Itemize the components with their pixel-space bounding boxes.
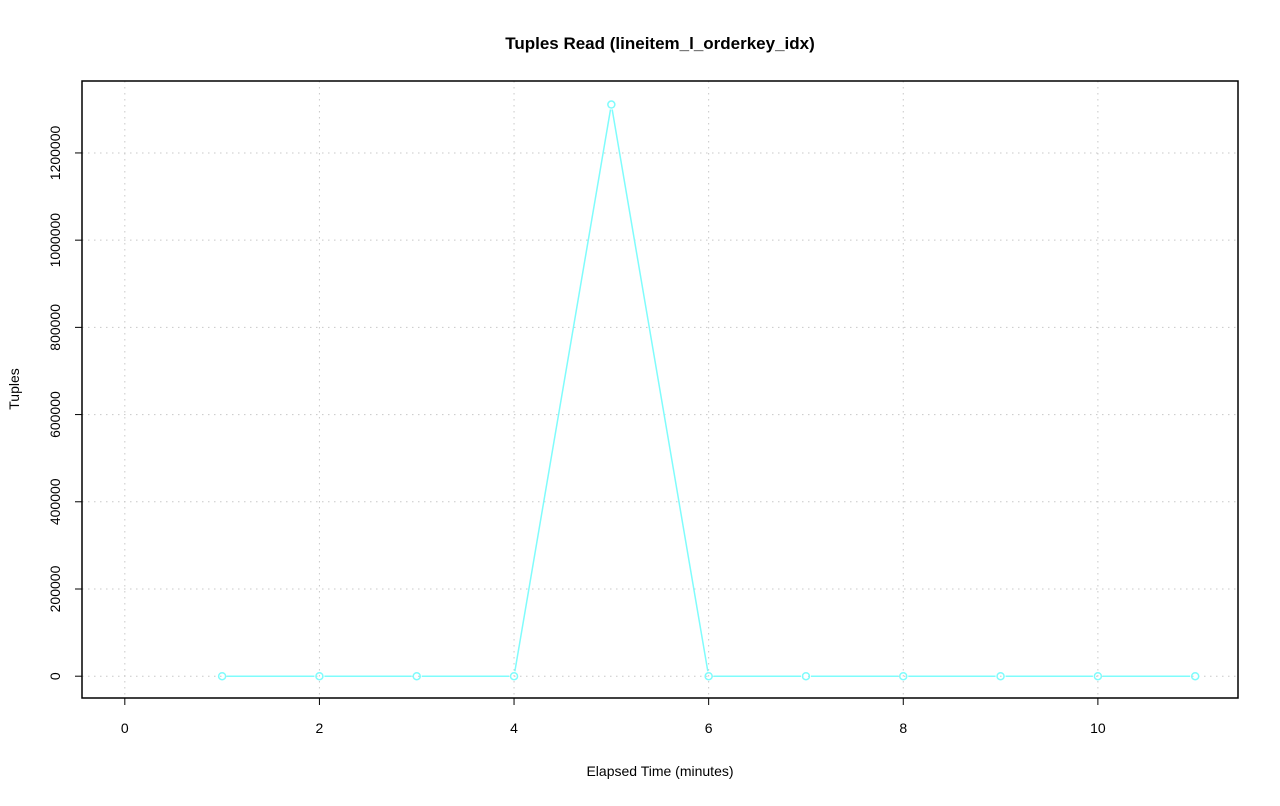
data-point bbox=[412, 671, 421, 681]
data-point bbox=[801, 671, 811, 681]
data-point bbox=[899, 671, 908, 681]
y-tick-label: 0 bbox=[47, 672, 63, 680]
data-point bbox=[607, 100, 616, 109]
x-tick-label: 0 bbox=[121, 720, 129, 736]
x-tick-label: 4 bbox=[510, 720, 518, 736]
y-axis-label: Tuples bbox=[6, 368, 22, 410]
data-point bbox=[217, 671, 227, 681]
x-tick-label: 8 bbox=[899, 720, 907, 736]
series-segment bbox=[514, 109, 612, 672]
y-tick-label: 800000 bbox=[47, 304, 63, 351]
x-axis-label: Elapsed Time (minutes) bbox=[586, 763, 733, 779]
y-tick-label: 1200000 bbox=[47, 125, 63, 180]
series bbox=[217, 100, 1200, 681]
data-point bbox=[1190, 671, 1200, 681]
x-tick-label: 6 bbox=[705, 720, 713, 736]
chart-title: Tuples Read (lineitem_l_orderkey_idx) bbox=[505, 34, 815, 53]
data-point bbox=[996, 671, 1005, 681]
x-tick-label: 2 bbox=[316, 720, 324, 736]
plot-frame bbox=[81, 80, 1239, 699]
axes: 0 2 4 6 8 10 0 200000 400000 600000 800000 1000000 1… bbox=[47, 125, 1106, 736]
y-tick-label: 200000 bbox=[47, 565, 63, 612]
x-tick-label: 10 bbox=[1090, 720, 1106, 736]
data-point bbox=[315, 671, 324, 681]
y-tick-label: 1000000 bbox=[47, 213, 63, 268]
data-point bbox=[704, 671, 713, 681]
data-point bbox=[1093, 671, 1103, 681]
series-segment bbox=[611, 109, 709, 672]
y-tick-label: 400000 bbox=[47, 478, 63, 525]
y-tick-label: 600000 bbox=[47, 391, 63, 438]
data-point bbox=[509, 671, 519, 681]
